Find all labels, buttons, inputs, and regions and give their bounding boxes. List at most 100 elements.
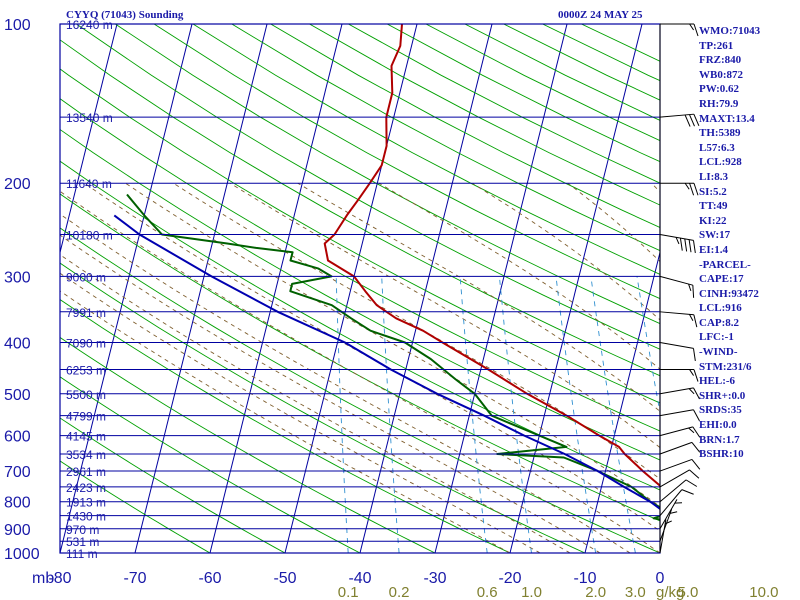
height-label: 10180 m bbox=[66, 229, 113, 243]
wind-barb-feather bbox=[675, 237, 680, 245]
dry-adiabat-line bbox=[115, 24, 660, 325]
index-item: HEL:-6 bbox=[699, 375, 736, 388]
index-item: EI:1.4 bbox=[699, 243, 729, 256]
wind-barb-feather bbox=[693, 387, 700, 400]
index-item: -PARCEL- bbox=[699, 258, 751, 271]
wind-barb-staff bbox=[659, 479, 687, 503]
mixing-ratio-tick-label: 10.0 bbox=[749, 584, 778, 600]
height-label: 1913 m bbox=[66, 496, 106, 510]
isotherm-line bbox=[209, 24, 343, 553]
wind-barb-feather bbox=[692, 240, 696, 253]
wind-barb-feather bbox=[681, 489, 694, 495]
index-item: EHI:0.0 bbox=[699, 419, 737, 432]
wind-barb-feather bbox=[688, 427, 695, 434]
pressure-label: 500 bbox=[4, 387, 31, 404]
index-item: RH:79.9 bbox=[699, 97, 739, 110]
moist-adiabat-line bbox=[173, 182, 660, 480]
height-label: 531 m bbox=[66, 535, 99, 549]
isotherm-line bbox=[134, 24, 268, 553]
temperature-tick-label: -50 bbox=[273, 570, 296, 587]
wind-barb-feather bbox=[693, 113, 700, 126]
index-item: CAP:8.2 bbox=[699, 316, 740, 329]
pressure-label: 800 bbox=[4, 495, 31, 512]
wind-barb-feather bbox=[685, 479, 698, 487]
index-item: PW:0.62 bbox=[699, 83, 740, 96]
index-item: LFC:-1 bbox=[699, 331, 734, 344]
temperature-tick-label: -60 bbox=[198, 570, 221, 587]
height-label: 13540 m bbox=[66, 111, 113, 125]
index-item: KI:22 bbox=[699, 214, 727, 227]
moist-adiabat-line bbox=[60, 272, 541, 553]
wind-barb-feather bbox=[689, 369, 694, 376]
wind-barb-staff bbox=[659, 275, 693, 286]
wind-barb-feather bbox=[664, 520, 672, 525]
index-item: SW:17 bbox=[699, 229, 731, 242]
wind-barb-staff bbox=[659, 409, 694, 417]
dry-adiabat-line bbox=[60, 98, 660, 432]
dry-adiabat-line bbox=[581, 24, 660, 62]
height-label: 4799 m bbox=[66, 410, 106, 424]
wind-barb-feather bbox=[693, 409, 700, 422]
mixing-ratio-tick-label: 3.0 bbox=[625, 584, 646, 600]
wind-barb-feather bbox=[691, 442, 701, 453]
dry-adiabat-line bbox=[60, 160, 660, 491]
dewpoint-line bbox=[126, 193, 660, 521]
wind-barb-feather bbox=[693, 23, 699, 37]
temperature-tick-label: -20 bbox=[498, 570, 521, 587]
isotherm-line bbox=[434, 24, 568, 553]
index-item: -WIND- bbox=[699, 346, 738, 359]
temperature-tick-label: -40 bbox=[348, 570, 371, 587]
mixing-ratio-tick-label: 0.1 bbox=[338, 584, 359, 600]
wind-barb-staff bbox=[659, 469, 690, 488]
moist-adiabat-lines bbox=[60, 182, 660, 553]
isobar-lines bbox=[59, 23, 661, 554]
wind-barb-staff bbox=[659, 519, 667, 554]
height-label: 3534 m bbox=[66, 448, 106, 462]
index-item: SI:5.2 bbox=[699, 185, 727, 198]
y-axis-unit: mb bbox=[32, 570, 54, 587]
index-item: STM:231/6 bbox=[699, 360, 752, 373]
stability-indices-list: WMO:71043 TP:261 FRZ:840 WB0:872 PW:0.62 RH:7… bbox=[699, 24, 760, 462]
wind-barb-feather bbox=[692, 426, 701, 438]
temperature-tick-label: -80 bbox=[48, 570, 71, 587]
isotherm-line bbox=[284, 24, 418, 553]
dry-adiabat-line bbox=[60, 128, 660, 461]
index-item: WB0:872 bbox=[699, 68, 743, 81]
index-item: FRZ:840 bbox=[699, 54, 742, 67]
profile-lines bbox=[113, 24, 660, 521]
mixing-ratio-line bbox=[335, 276, 349, 553]
mixing-ratio-line bbox=[636, 276, 660, 415]
isotherm-line bbox=[60, 24, 118, 255]
index-item: MAXT:13.4 bbox=[699, 112, 755, 125]
wind-barb-staff bbox=[659, 387, 694, 395]
mixing-ratio-line bbox=[498, 276, 532, 553]
height-label: 7991 m bbox=[66, 306, 106, 320]
mixing-ratio-unit: g/kg bbox=[656, 584, 684, 600]
index-item: TT:49 bbox=[699, 200, 728, 213]
height-label: 2961 m bbox=[66, 465, 106, 479]
moist-adiabat-line bbox=[60, 290, 511, 553]
index-item: TH:5389 bbox=[699, 127, 741, 140]
pressure-label: 600 bbox=[4, 429, 31, 446]
wind-barb-feather bbox=[689, 114, 695, 127]
pressure-label: 700 bbox=[4, 464, 31, 481]
mixing-ratio-line bbox=[459, 276, 488, 553]
isotherm-lines bbox=[60, 24, 660, 553]
wind-barb-staff bbox=[659, 489, 683, 516]
index-item: SHR+:0.0 bbox=[699, 389, 746, 402]
wind-barb-feather bbox=[692, 285, 695, 298]
wind-barb-staff bbox=[659, 499, 678, 530]
wind-barb-feather bbox=[669, 511, 678, 514]
height-label: 16240 m bbox=[66, 18, 113, 32]
height-label: 11640 m bbox=[66, 177, 112, 191]
wind-barb-feather bbox=[688, 388, 695, 395]
index-item: BRN:1.7 bbox=[699, 433, 740, 446]
height-label: 111 m bbox=[66, 547, 98, 561]
wind-barb-staff bbox=[659, 509, 673, 542]
isotherm-line bbox=[60, 24, 193, 553]
height-label: 4145 m bbox=[66, 430, 106, 444]
index-item: TP:261 bbox=[699, 39, 734, 52]
index-item: BSHR:10 bbox=[699, 448, 744, 461]
wind-barb-staff bbox=[659, 234, 694, 241]
wind-barb-staff bbox=[659, 113, 694, 118]
